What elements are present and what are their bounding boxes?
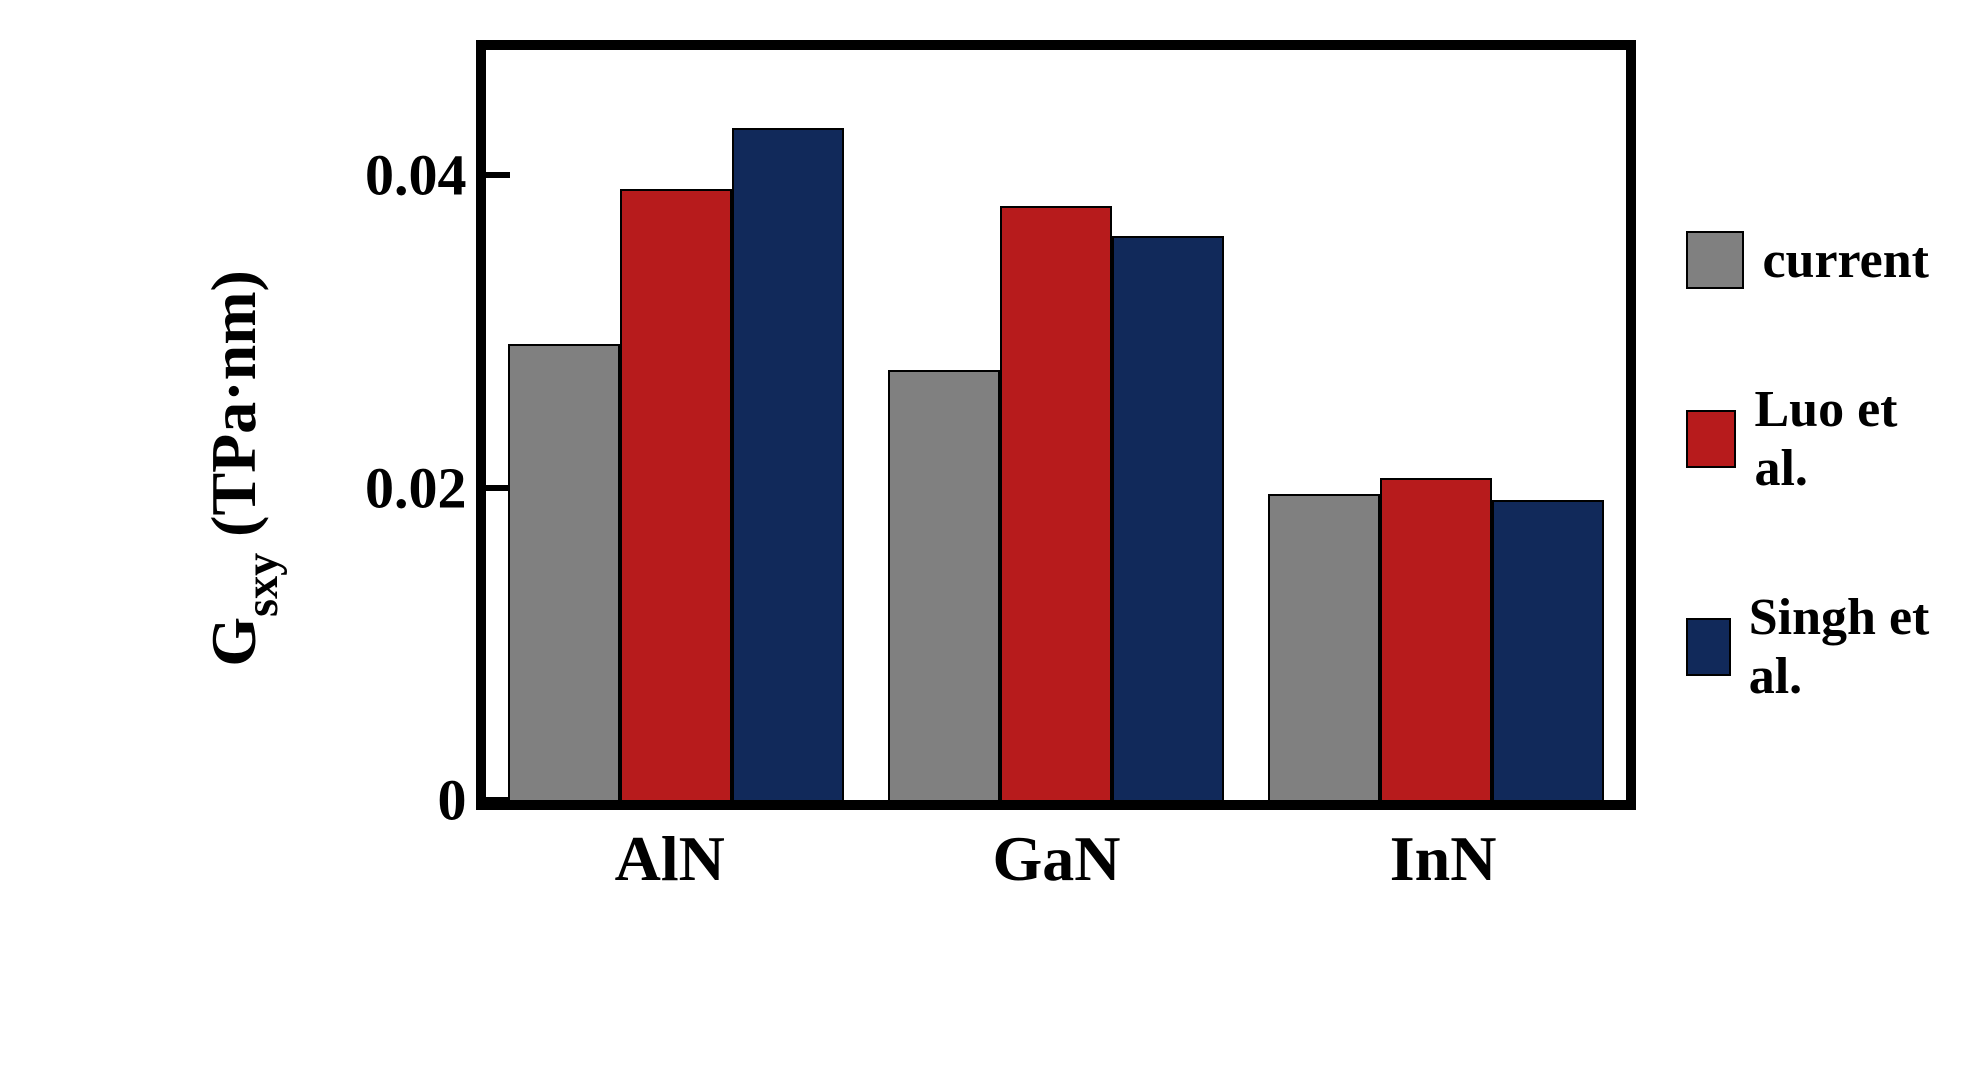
- bar: [732, 128, 844, 800]
- y-axis-label: Gsxy (TPa·nm): [197, 270, 280, 666]
- y-tick-mark: [486, 485, 510, 491]
- bar: [1380, 478, 1492, 800]
- bar: [1492, 500, 1604, 800]
- chart-container: Gsxy (TPa·nm) 00.020.04 AlNGaNInN curren…: [0, 0, 1973, 936]
- bar-groups: [486, 50, 1626, 800]
- bar: [620, 189, 732, 800]
- legend-swatch: [1686, 231, 1744, 289]
- y-tick-mark: [486, 797, 510, 803]
- legend-swatch: [1686, 618, 1730, 676]
- plot-frame: 00.020.04: [476, 40, 1636, 810]
- bar-group: [866, 50, 1246, 800]
- y-tick-label: 0: [437, 767, 486, 834]
- x-tick-label: GaN: [863, 822, 1250, 896]
- chart-column: 00.020.04 AlNGaNInN: [476, 40, 1636, 896]
- legend-label: Singh et al.: [1749, 588, 1933, 706]
- bar-group: [486, 50, 866, 800]
- legend-label: Luo et al.: [1754, 380, 1933, 498]
- legend: current Luo et al. Singh et al.: [1686, 231, 1933, 706]
- y-tick-mark: [486, 172, 510, 178]
- x-tick-label: InN: [1250, 822, 1637, 896]
- legend-item: Singh et al.: [1686, 588, 1933, 706]
- y-tick-label: 0.04: [365, 142, 487, 209]
- legend-label: current: [1762, 231, 1929, 290]
- bar: [508, 344, 620, 800]
- bar: [888, 370, 1000, 800]
- x-axis-labels: AlNGaNInN: [476, 822, 1636, 896]
- y-tick-label: 0.02: [365, 454, 487, 521]
- x-tick-label: AlN: [476, 822, 863, 896]
- bar: [1112, 236, 1224, 800]
- legend-item: current: [1686, 231, 1933, 290]
- legend-item: Luo et al.: [1686, 380, 1933, 498]
- bar: [1268, 494, 1380, 800]
- bar-group: [1246, 50, 1626, 800]
- legend-swatch: [1686, 410, 1736, 468]
- bar: [1000, 206, 1112, 800]
- plot-area: [486, 50, 1626, 800]
